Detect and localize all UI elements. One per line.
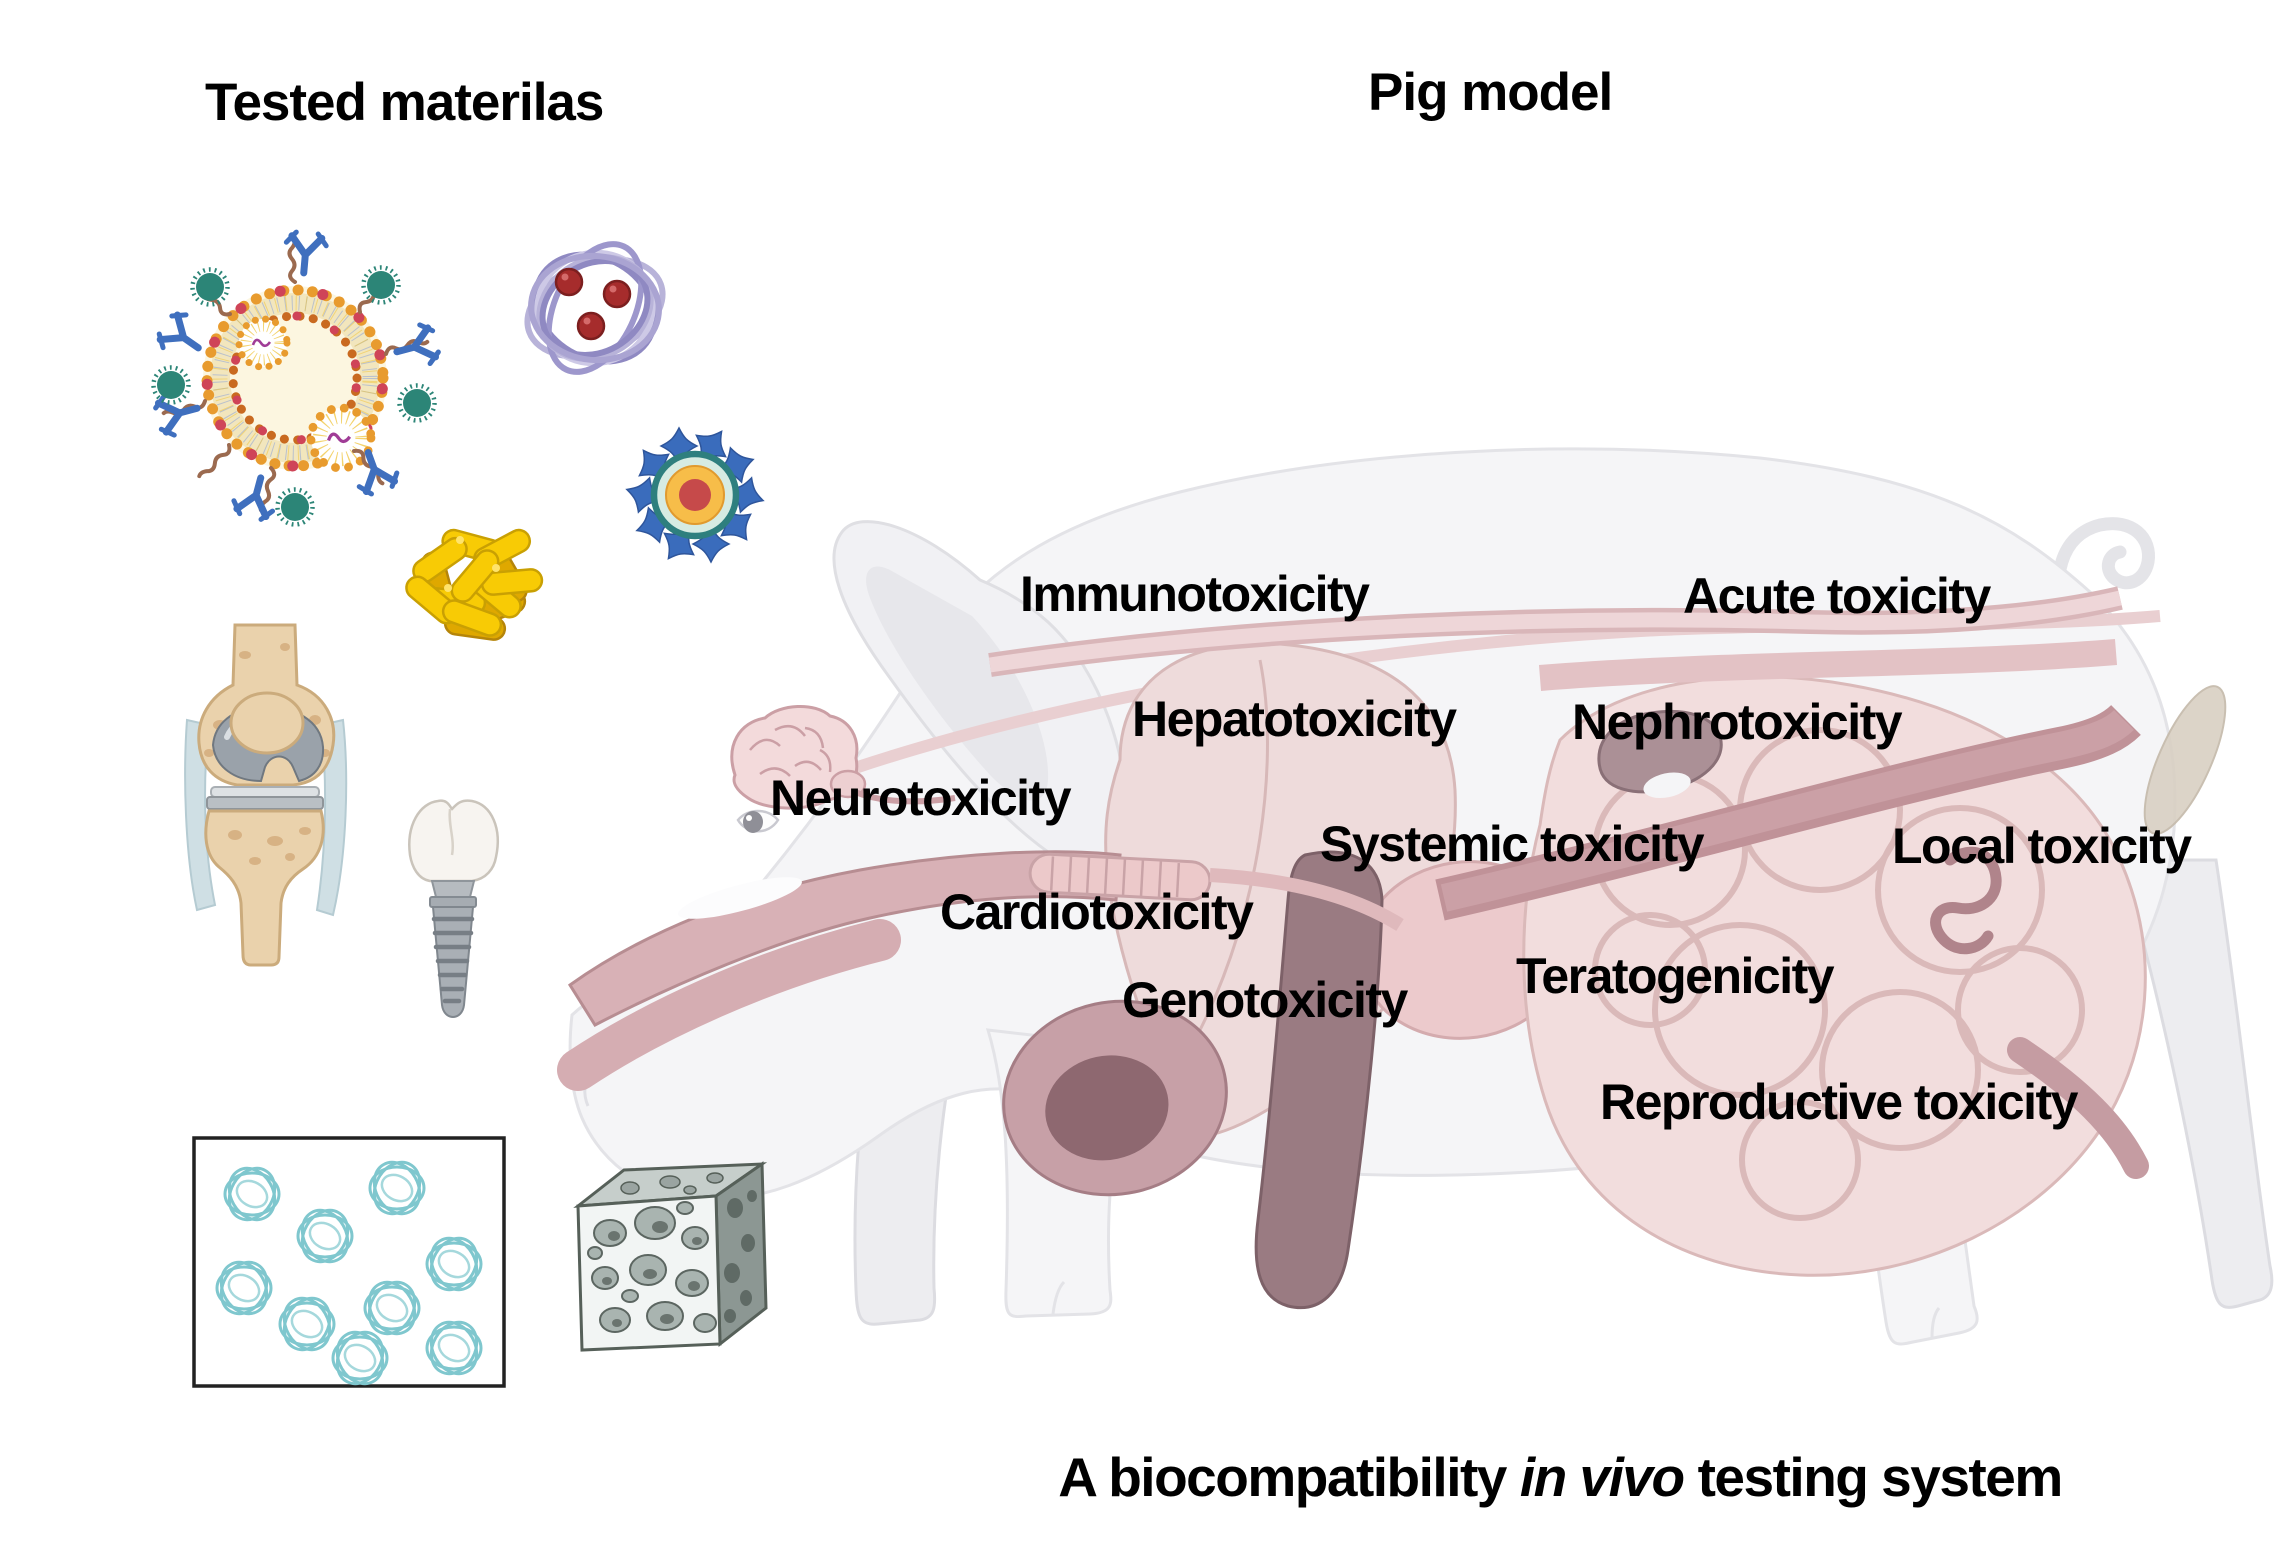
pig-eye-icon	[736, 809, 780, 833]
toxicity-label-reproductive-toxicity: Reproductive toxicity	[1600, 1074, 2078, 1130]
gold-nanocluster-icon	[400, 524, 545, 643]
toxicity-label-genotoxicity: Genotoxicity	[1122, 972, 1408, 1028]
tested-materials-title: Tested materilas	[205, 73, 604, 132]
drug-molecule-icon	[554, 267, 632, 341]
toxicity-label-systemic-toxicity: Systemic toxicity	[1320, 816, 1705, 872]
toxicity-label-nephrotoxicity: Nephrotoxicity	[1572, 694, 1903, 750]
toxicity-label-neurotoxicity: Neurotoxicity	[770, 770, 1072, 826]
polymer-nanoparticle-icon	[524, 241, 666, 375]
toxicity-label-acute-toxicity: Acute toxicity	[1683, 568, 1991, 624]
microspheres-box-icon	[192, 1136, 506, 1394]
pig-bladder	[2143, 685, 2227, 835]
toxicity-label-teratogenicity: Teratogenicity	[1516, 948, 1835, 1004]
core-shell-nanoparticle-icon	[620, 420, 770, 570]
toxicity-label-local-toxicity: Local toxicity	[1892, 818, 2192, 874]
pig-brain-icon	[730, 704, 956, 810]
pig-tail-icon	[2052, 517, 2155, 632]
caption-prefix: A biocompatibility	[1058, 1446, 1507, 1508]
pig-model-title: Pig model	[1368, 63, 1613, 122]
pig-kidney	[1597, 709, 1723, 799]
porous-scaffold-icon	[573, 1161, 768, 1352]
dental-implant-icon	[408, 799, 499, 1018]
pig-trachea-mouth	[557, 850, 1404, 1091]
liposome-nanoparticle-icon	[155, 235, 440, 525]
caption-suffix: testing system	[1697, 1446, 2064, 1508]
toxicity-label-hepatotoxicity: Hepatotoxicity	[1132, 691, 1457, 747]
toxicity-label-immunotoxicity: Immunotoxicity	[1020, 566, 1370, 622]
pig-illustration	[557, 447, 2274, 1346]
caption-italic: in vivo	[1519, 1446, 1685, 1508]
pig-heart	[1002, 999, 1228, 1197]
pig-vessel-bands	[988, 586, 2141, 921]
toxicity-label-cardiotoxicity: Cardiotoxicity	[940, 884, 1254, 940]
knee-implant-icon	[184, 623, 348, 967]
caption: A biocompatibility in vivo testing system	[965, 1445, 2155, 1509]
